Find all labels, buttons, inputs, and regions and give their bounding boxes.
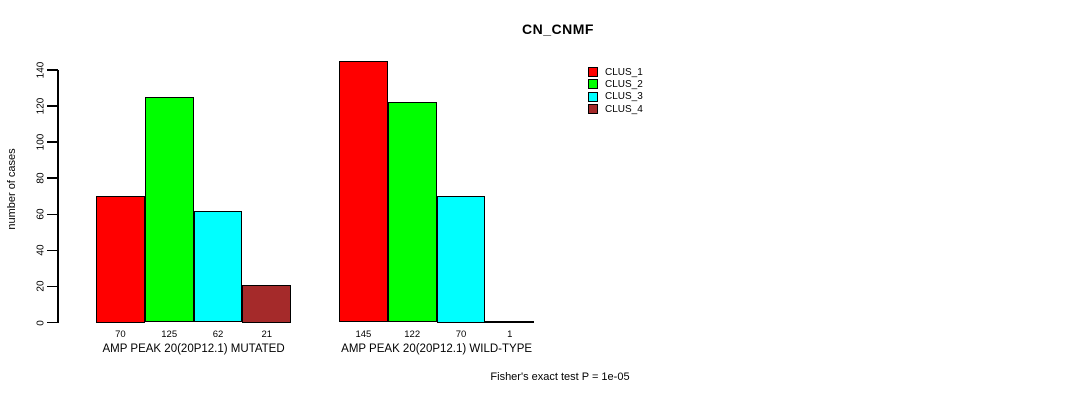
bar-value-label: 145 xyxy=(355,328,372,340)
bar-clus_3-group2 xyxy=(436,196,486,323)
bar-value-label: 125 xyxy=(161,328,178,340)
y-axis-tick-label: 0 xyxy=(35,319,47,326)
bar-value-label: 122 xyxy=(404,328,421,340)
chart-title: CN_CNMF xyxy=(522,21,594,37)
bar-value-label: 70 xyxy=(455,328,467,340)
legend-label: CLUS_3 xyxy=(605,91,643,103)
y-axis-tick-label: 40 xyxy=(35,244,47,256)
bar-value-label: 70 xyxy=(115,328,126,340)
legend-swatch-clus_1 xyxy=(588,67,598,78)
legend-row: CLUS_4 xyxy=(588,103,643,115)
y-axis-tick xyxy=(47,321,58,324)
y-axis-tick xyxy=(47,213,58,216)
y-axis-line xyxy=(57,70,59,323)
y-axis-tick xyxy=(47,141,58,143)
bar-clus_4-group2 xyxy=(485,320,535,323)
bar-value-label: 21 xyxy=(261,328,273,340)
legend-swatch-clus_4 xyxy=(588,104,598,115)
legend-swatch-clus_2 xyxy=(588,79,598,90)
legend-row: CLUS_1 xyxy=(588,66,643,78)
y-axis-tick xyxy=(47,285,58,288)
y-axis-tick-label: 80 xyxy=(35,172,47,184)
bar-clus_1-group2 xyxy=(339,60,388,323)
y-axis-tick-label: 100 xyxy=(35,133,47,151)
bar-clus_4-group1 xyxy=(242,284,292,323)
annotation-text: Fisher's exact test P = 1e-05 xyxy=(490,371,630,383)
legend-label: CLUS_2 xyxy=(605,78,643,90)
bar-value-label: 62 xyxy=(212,328,224,340)
y-axis-tick xyxy=(47,69,58,71)
bar-clus_1-group1 xyxy=(96,196,145,323)
y-axis-tick xyxy=(47,105,58,107)
bar-clus_3-group1 xyxy=(193,210,243,323)
bar-value-label: 1 xyxy=(507,328,513,340)
legend-row: CLUS_2 xyxy=(588,78,643,90)
y-axis-tick-label: 140 xyxy=(35,61,47,79)
y-axis-tick-label: 60 xyxy=(35,208,47,220)
y-axis-tick xyxy=(47,249,58,252)
legend-row: CLUS_3 xyxy=(588,91,643,103)
bar-clus_2-group1 xyxy=(144,97,194,323)
y-axis-tick xyxy=(47,177,58,179)
bar-clus_2-group2 xyxy=(387,102,437,323)
category-label: AMP PEAK 20(20P12.1) MUTATED xyxy=(102,342,285,355)
legend-label: CLUS_1 xyxy=(605,66,643,78)
legend: CLUS_1 CLUS_2 CLUS_3 CLUS_4 xyxy=(588,66,643,115)
y-axis-tick-label: 20 xyxy=(35,280,47,292)
y-axis-tick-label: 120 xyxy=(35,97,47,115)
legend-swatch-clus_3 xyxy=(588,91,598,102)
legend-label: CLUS_4 xyxy=(605,103,643,115)
category-label: AMP PEAK 20(20P12.1) WILD-TYPE xyxy=(341,342,533,355)
